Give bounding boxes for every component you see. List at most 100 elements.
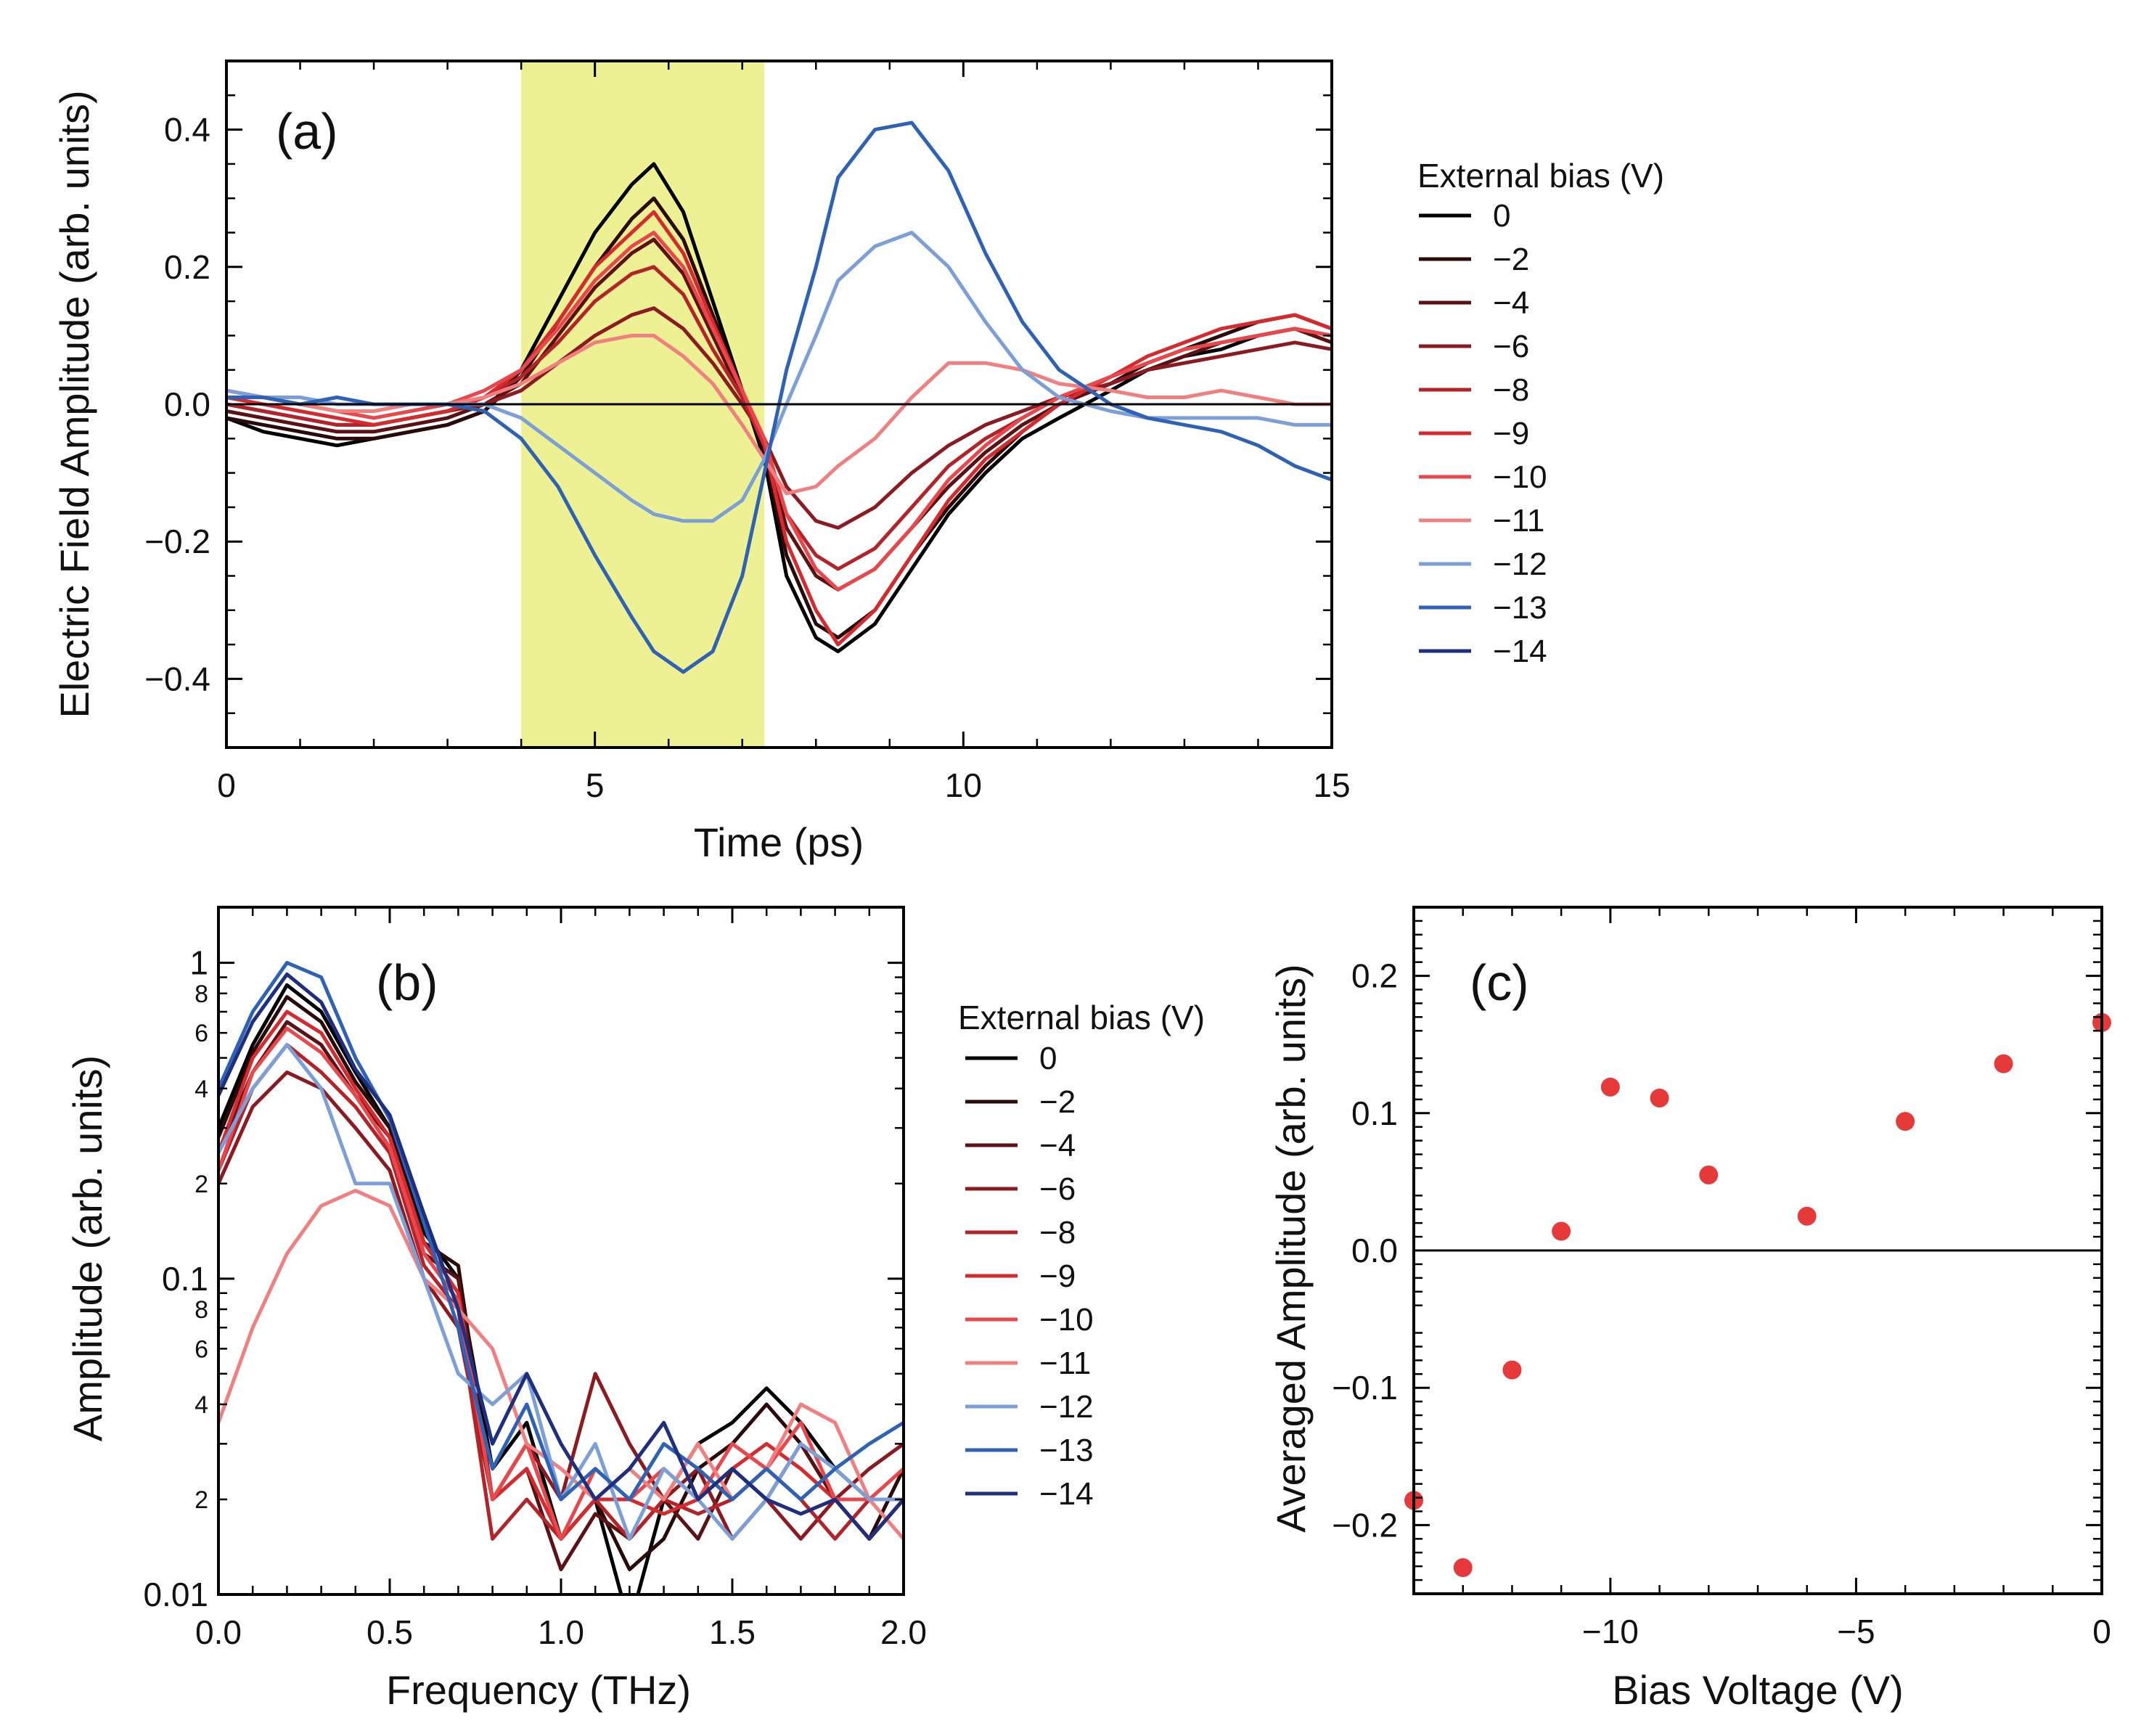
legend-label: −11 <box>1039 1346 1091 1381</box>
y-tick-label: 0.01 <box>143 1576 208 1613</box>
scatter-point <box>1552 1221 1571 1241</box>
x-tick-labels: 0.0 0.5 1.0 1.5 2.0 <box>195 1613 927 1651</box>
scatter-point <box>1699 1165 1719 1184</box>
x-tick-label: 15 <box>1313 766 1350 804</box>
scatter-point <box>1453 1558 1473 1578</box>
x-tick-label: 10 <box>945 766 982 804</box>
series-line <box>226 231 1333 591</box>
y-minor-tick-label: 4 <box>195 1391 208 1419</box>
y-tick-label: 0.0 <box>1351 1232 1398 1269</box>
legend-label: −4 <box>1493 285 1529 321</box>
scatter-point <box>1502 1360 1522 1380</box>
legend-label: −12 <box>1039 1389 1094 1425</box>
y-minor-tick-label: 4 <box>195 1076 208 1103</box>
y-tick-label: −0.1 <box>1332 1369 1398 1407</box>
panel-label: (c) <box>1470 954 1529 1011</box>
series-lines <box>218 961 904 1594</box>
legend-label: −6 <box>1039 1171 1076 1207</box>
legend-a: External bias (V) 0 −2 −4 −6 −8 −9 −10 −11 −12 −1… <box>1417 157 1664 669</box>
legend-label: −6 <box>1493 329 1529 364</box>
scatter-point <box>1650 1088 1669 1107</box>
axis-ticks <box>217 907 905 1596</box>
series-line <box>218 972 904 1541</box>
x-tick-labels: 0 5 10 15 <box>217 766 1350 804</box>
y-tick-label: 0.4 <box>164 111 210 149</box>
x-tick-label: −10 <box>1582 1613 1639 1650</box>
x-tick-label: 1.5 <box>709 1613 756 1651</box>
legend-label: −4 <box>1039 1128 1076 1163</box>
series-line <box>218 1043 904 1541</box>
x-tick-label: 1.0 <box>538 1613 584 1651</box>
y-minor-tick-label: 6 <box>195 1335 208 1363</box>
series-line <box>226 231 1332 523</box>
y-minor-tick-label: 8 <box>195 980 208 1008</box>
y-tick-labels: 0.01 0.1 1 2 4 6 8 2 4 6 8 <box>143 944 208 1613</box>
series-line <box>218 1020 904 1571</box>
x-tick-label: −5 <box>1837 1613 1875 1650</box>
y-tick-label: 0.2 <box>164 248 210 286</box>
y-tick-labels: −0.2 −0.1 0.0 0.1 0.2 <box>1332 957 1398 1544</box>
legend-label: −2 <box>1493 242 1529 277</box>
panel-label: (b) <box>376 954 438 1011</box>
x-tick-label: 2.0 <box>880 1613 927 1651</box>
scatter-points <box>1404 1012 2111 1578</box>
legend-label: −14 <box>1493 634 1547 669</box>
legend-label: −14 <box>1039 1476 1094 1512</box>
y-tick-label: −0.2 <box>1332 1506 1398 1544</box>
x-axis-title: Frequency (THz) <box>386 1667 691 1713</box>
y-tick-label: 0.1 <box>1351 1094 1398 1132</box>
legend-label: −8 <box>1039 1215 1076 1250</box>
series-line <box>218 1043 904 1541</box>
y-minor-tick-label: 6 <box>195 1020 208 1047</box>
legend-label: −9 <box>1493 416 1529 451</box>
x-tick-label: 5 <box>586 766 605 804</box>
legend-label: 0 <box>1039 1041 1057 1076</box>
legend-label: −13 <box>1039 1433 1094 1468</box>
series-line <box>218 983 904 1594</box>
x-tick-label: 0 <box>217 766 236 804</box>
x-tick-labels: −10 −5 0 <box>1582 1613 2111 1650</box>
series-line <box>218 1189 904 1541</box>
legend-label: −8 <box>1493 372 1529 408</box>
series-line <box>226 210 1333 647</box>
y-axis-title: Amplitude (arb. units) <box>65 1055 110 1441</box>
series-lines <box>226 120 1333 674</box>
y-tick-label: 0.0 <box>164 385 210 423</box>
series-line <box>218 961 904 1502</box>
y-tick-label: −0.2 <box>144 523 210 560</box>
legend-title: External bias (V) <box>1417 157 1664 195</box>
axis-ticks <box>1412 907 2103 1594</box>
y-tick-label: −0.4 <box>144 660 210 697</box>
legend-label: −13 <box>1493 590 1547 626</box>
legend-label: −2 <box>1039 1084 1076 1120</box>
legend-label: −10 <box>1493 459 1547 495</box>
y-tick-label: 0.1 <box>162 1260 208 1298</box>
panel-b: 0.0 0.5 1.0 1.5 2.0 0.01 0.1 1 2 4 6 8 2 4 6 8 (b) Fre… <box>65 906 927 1713</box>
scatter-point <box>1797 1206 1817 1226</box>
scatter-point <box>1994 1054 2013 1073</box>
legend-label: −11 <box>1493 503 1544 539</box>
scatter-point <box>1896 1112 1915 1131</box>
x-tick-label: 0 <box>2092 1613 2111 1650</box>
x-axis-title: Bias Voltage (V) <box>1612 1667 1904 1713</box>
x-tick-label: 0.5 <box>367 1613 413 1651</box>
legend-b: External bias (V) 0 −2 −4 −6 −8 −9 −10 −11 −12 −1… <box>958 999 1205 1512</box>
x-axis-title: Time (ps) <box>694 819 864 865</box>
y-tick-label: 1 <box>189 944 208 982</box>
legend-label: 0 <box>1493 198 1510 234</box>
axis-ticks <box>225 60 1333 749</box>
panel-c: −10 −5 0 −0.2 −0.1 0.0 0.1 0.2 (c) Bias Voltag… <box>1268 906 2111 1713</box>
y-minor-tick-label: 2 <box>195 1171 208 1198</box>
scatter-point <box>1600 1077 1620 1097</box>
legend-title: External bias (V) <box>958 999 1205 1036</box>
legend-label: −9 <box>1039 1258 1076 1294</box>
y-tick-labels: −0.4 −0.2 0.0 0.2 0.4 <box>144 111 210 698</box>
y-axis-title: Electric Field Amplitude (arb. units) <box>52 90 97 718</box>
x-tick-label: 0.0 <box>195 1613 242 1651</box>
y-minor-tick-label: 2 <box>195 1486 208 1514</box>
y-tick-label: 0.2 <box>1351 957 1398 995</box>
series-line <box>218 1026 904 1541</box>
panel-a: 0 5 10 15 −0.4 −0.2 0.0 0.2 0.4 (a) Time (ps) E… <box>52 60 1351 865</box>
y-minor-tick-label: 8 <box>195 1296 208 1324</box>
